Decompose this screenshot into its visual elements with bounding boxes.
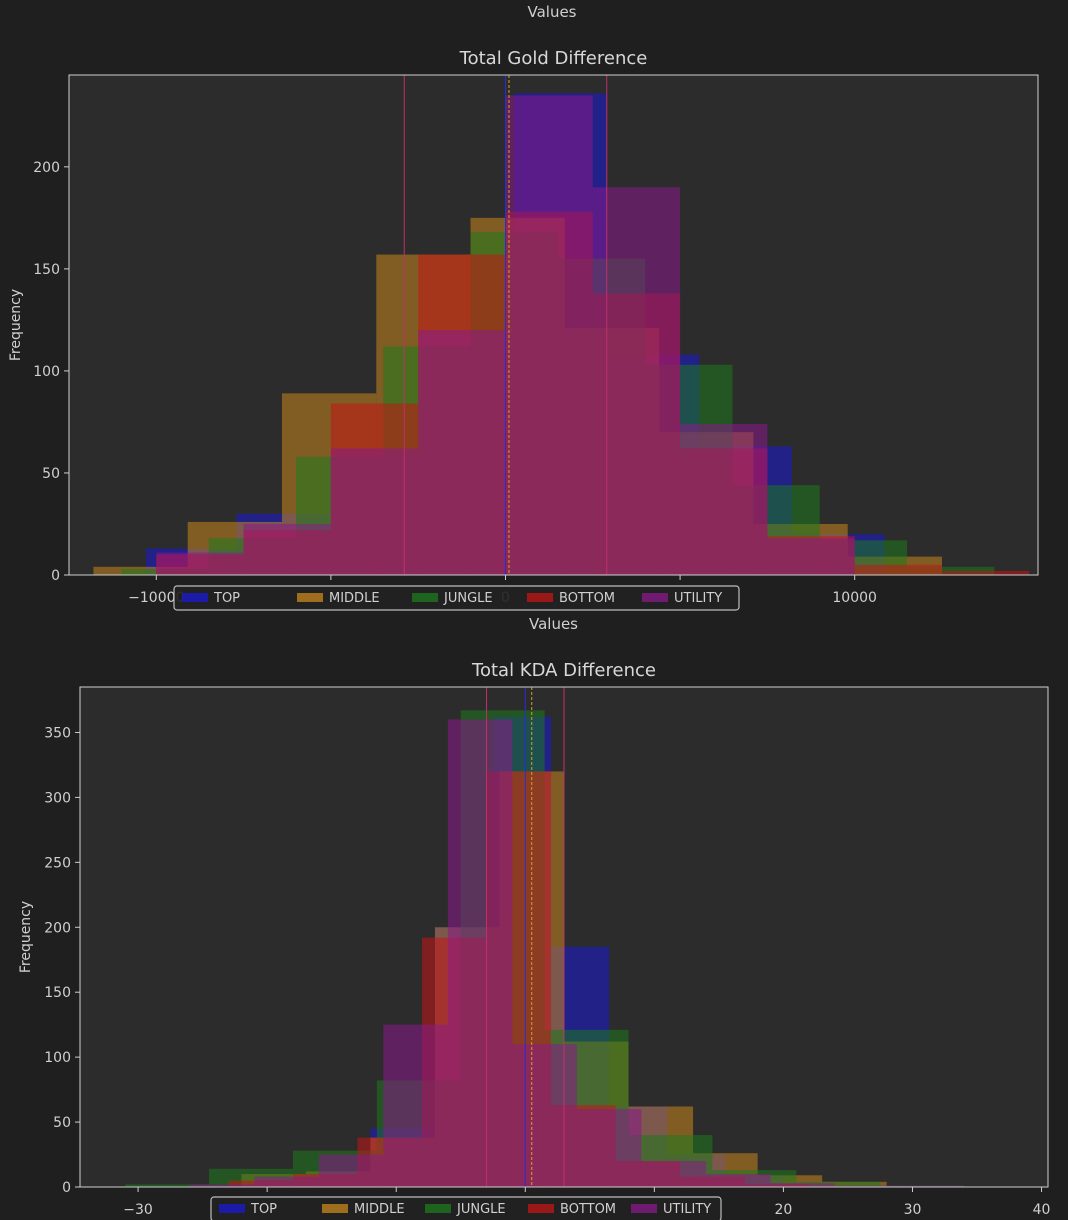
chart2-legend-swatch-utility [631,1204,657,1213]
chart1-legend-label-top: TOP [213,591,240,606]
chart2-y-tick-label: 300 [44,790,71,806]
chart1-plot-frame [68,74,1039,576]
chart1-y-tick-label: 200 [33,160,60,176]
chart2-y-tick-label: 0 [62,1180,71,1196]
chart2-bar-utility [705,1174,771,1187]
chart1-bar-utility [418,330,506,575]
chart2-bar-utility [318,1154,384,1187]
chart2-x-tick-label: 30 [904,1202,922,1218]
chart1-bar-utility [243,523,331,575]
chart1-x-axis-label: Values [529,615,578,633]
chart1-y-axis-label: Frequency [8,289,24,361]
chart2-bar-jungle [125,1184,210,1187]
chart2-bar-utility [447,719,513,1187]
chart1-bar-utility [592,187,681,575]
chart2-y-tick-label: 100 [44,1050,71,1066]
chart2-bar-utility [512,1044,577,1187]
chart1-legend-label-middle: MIDDLE [329,591,380,606]
chart1-y-tick-label: 150 [33,262,60,278]
chart2-legend-label-top: TOP [250,1202,277,1217]
chart2-legend-swatch-bottom [528,1204,554,1213]
chart1-bar-utility [680,423,768,575]
chart2-x-tick-label: 20 [774,1202,792,1218]
chart2-y-tick-label: 250 [44,855,71,871]
chart2-bar-utility [899,1185,965,1187]
chart2-title: Total KDA Difference [471,660,656,681]
chart2-legend-swatch-top [219,1204,245,1213]
chart1-x-tick-label: 10000 [832,590,877,606]
chart1-legend-box [173,585,740,611]
chart2-bar-utility [254,1176,319,1187]
chart2-legend-box [210,1196,722,1220]
chart1-bar-utility [156,552,244,575]
chart1-bar-bottom [941,570,1030,575]
chart2-bar-utility [576,1109,642,1187]
chart2-y-tick-label: 200 [44,920,71,936]
chart1-title: Total Gold Difference [459,48,648,69]
chart2-legend-label-jungle: JUNGLE [456,1202,506,1217]
chart2-legend-label-middle: MIDDLE [354,1202,405,1217]
chart1-legend-swatch-jungle [412,593,438,602]
chart1-legend-label-bottom: BOTTOM [559,591,615,606]
chart2-legend-label-utility: UTILITY [663,1202,711,1217]
chart1-x-tick-label: −10000 [128,590,184,606]
chart2-y-axis-label: Frequency [18,901,34,973]
chart2-plot-frame [79,686,1049,1188]
chart2-bar-utility [641,1161,706,1187]
chart1-y-tick-label: 50 [42,466,60,482]
chart1-legend-swatch-utility [642,593,668,602]
chart1-legend-swatch-top [182,593,208,602]
chart2-bar-utility [383,1024,448,1187]
chart2-bar-utility [835,1185,900,1187]
chart1-bar-utility [505,95,593,575]
chart2-legend-swatch-jungle [425,1204,451,1213]
chart1-legend-swatch-bottom [527,593,553,602]
chart2-y-tick-label: 350 [44,725,71,741]
chart2-bar-utility [189,1184,255,1187]
chart1-bar-utility [767,538,855,575]
chart2-bar-utility [770,1183,836,1187]
chart2-legend-swatch-middle [322,1204,348,1213]
chart1-y-tick-label: 0 [51,568,60,584]
chart2-x-tick-label: 40 [1033,1202,1051,1218]
chart1-y-tick-label: 100 [33,364,60,380]
chart1-bar-utility [330,448,419,575]
chart2-bar-jungle [796,1181,881,1187]
chart2-legend-label-bottom: BOTTOM [560,1202,616,1217]
chart1-bar-bottom [854,564,942,575]
chart2-y-tick-label: 50 [53,1115,71,1131]
chart1-legend-label-utility: UTILITY [674,591,722,606]
chart1-bar-jungle [907,566,995,575]
top-axis-label: Values [527,3,577,21]
chart1-legend-label-jungle: JUNGLE [443,591,493,606]
chart2-x-tick-label: −30 [123,1202,153,1218]
chart2-y-tick-label: 150 [44,985,71,1001]
chart1-legend-swatch-middle [297,593,323,602]
